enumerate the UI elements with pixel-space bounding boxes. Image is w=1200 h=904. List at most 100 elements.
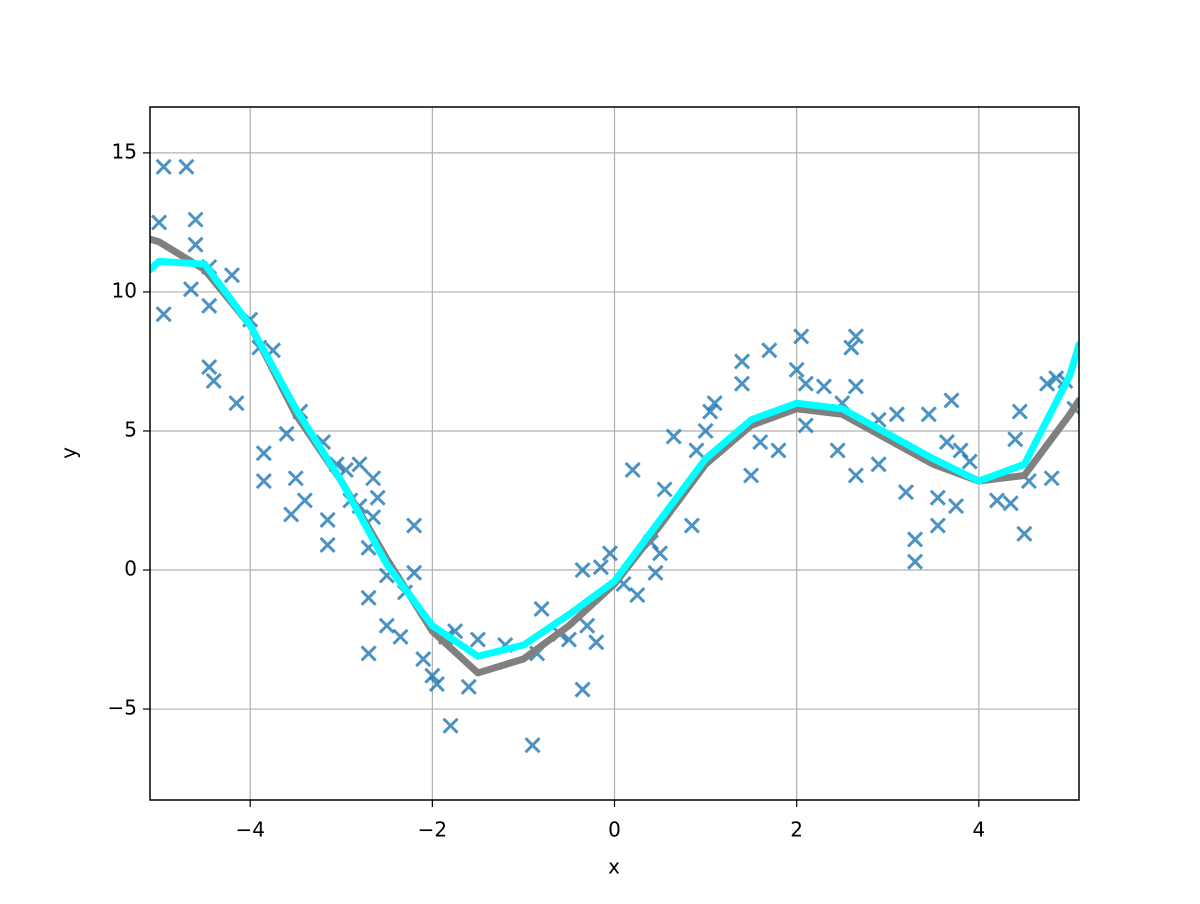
scatter-marker bbox=[697, 422, 714, 440]
scatter-marker bbox=[929, 517, 946, 534]
scatter-marker bbox=[283, 506, 300, 523]
scatter-marker bbox=[319, 536, 336, 554]
curve bbox=[150, 257, 1079, 660]
y-tick-label: −5 bbox=[108, 696, 137, 720]
x-tick-label: 0 bbox=[608, 818, 621, 842]
scatter-marker bbox=[287, 470, 304, 487]
scatter-marker bbox=[688, 442, 705, 459]
scatter-marker bbox=[788, 361, 805, 378]
scatter-marker bbox=[870, 456, 887, 473]
scatter-marker bbox=[351, 456, 368, 473]
scatter-marker bbox=[182, 281, 200, 298]
scatter-marker bbox=[793, 328, 810, 345]
x-tick-label: 4 bbox=[972, 818, 985, 842]
scatter-marker bbox=[223, 267, 241, 284]
scatter-marker bbox=[920, 406, 937, 423]
scatter-marker bbox=[847, 467, 864, 484]
scatter-marker bbox=[588, 634, 605, 651]
scatter-marker bbox=[187, 211, 204, 228]
scatter-marker bbox=[155, 158, 172, 175]
scatter-marker bbox=[278, 425, 295, 442]
scatter-marker bbox=[929, 489, 946, 506]
scatter-marker bbox=[656, 481, 673, 498]
scatter-marker bbox=[761, 342, 778, 359]
scatter-marker bbox=[574, 681, 591, 698]
scatter-marker bbox=[624, 461, 641, 478]
scatter-marker bbox=[1048, 370, 1065, 387]
scatter-marker bbox=[647, 564, 664, 581]
x-tick-label: −2 bbox=[418, 818, 447, 842]
scatter-marker bbox=[601, 545, 619, 562]
scatter-marker bbox=[706, 395, 723, 412]
y-tick-label: 10 bbox=[112, 278, 137, 302]
scatter-marker bbox=[938, 434, 955, 451]
plot-area bbox=[150, 158, 1079, 754]
scatter-marker bbox=[629, 586, 646, 604]
scatter-marker bbox=[897, 484, 915, 501]
y-tick-label: 0 bbox=[124, 557, 137, 581]
grid bbox=[150, 107, 1079, 800]
scatter-marker bbox=[406, 564, 423, 581]
scatter-marker bbox=[847, 378, 864, 395]
scatter-marker bbox=[392, 628, 409, 645]
scatter-marker bbox=[815, 378, 833, 395]
scatter-marker bbox=[988, 492, 1006, 509]
scatter-marker bbox=[743, 467, 760, 484]
scatter-marker bbox=[829, 442, 846, 459]
scatter-marker bbox=[428, 675, 445, 693]
scatter-marker bbox=[1043, 470, 1060, 487]
scatter-marker bbox=[592, 559, 609, 576]
scatter-marker bbox=[378, 617, 395, 634]
ticks: −4 −2 0 2 4 −5 0 5 10 15 bbox=[108, 139, 986, 841]
scatter-marker bbox=[201, 358, 218, 376]
scatter-marker bbox=[201, 297, 218, 314]
scatter-marker bbox=[797, 417, 814, 434]
x-tick-label: −4 bbox=[235, 818, 264, 842]
scatter-marker bbox=[319, 511, 336, 529]
x-axis-label: x bbox=[608, 855, 620, 879]
scatter-marker bbox=[1002, 495, 1019, 512]
scatter-marker bbox=[415, 650, 432, 668]
scatter-marker bbox=[1039, 375, 1056, 392]
scatter-marker bbox=[360, 589, 377, 606]
scatter-marker bbox=[255, 472, 272, 490]
scatter-marker bbox=[365, 470, 382, 487]
scatter-marker bbox=[888, 406, 905, 423]
scatter-marker bbox=[943, 392, 960, 409]
scatter-marker bbox=[460, 678, 477, 695]
scatter-marker bbox=[906, 553, 924, 570]
scatter-marker bbox=[702, 403, 719, 420]
scatter-marker bbox=[1016, 525, 1033, 542]
scatter-marker bbox=[947, 497, 965, 515]
scatter-marker bbox=[228, 395, 245, 412]
scatter-marker bbox=[442, 717, 459, 734]
scatter-marker bbox=[469, 631, 486, 648]
scatter-marker bbox=[651, 545, 669, 562]
scatter-marker bbox=[533, 600, 550, 618]
scatter-marker bbox=[1011, 403, 1028, 420]
scatter-marker bbox=[187, 236, 204, 253]
y-axis-label: y bbox=[57, 447, 81, 459]
scatter-marker bbox=[178, 158, 195, 175]
scatter-marker bbox=[752, 434, 769, 451]
x-tick-label: 2 bbox=[790, 818, 803, 842]
scatter-marker bbox=[1007, 431, 1024, 448]
scatter-marker bbox=[151, 214, 168, 231]
scatter-marker bbox=[406, 517, 423, 534]
scatter-marker bbox=[579, 617, 596, 634]
scatter-marker bbox=[560, 631, 578, 648]
scatter-marker bbox=[683, 517, 700, 534]
scatter-marker bbox=[574, 561, 591, 579]
scatter-marker bbox=[155, 306, 172, 323]
scatter-marker bbox=[847, 328, 864, 345]
scatter-marker bbox=[360, 645, 377, 662]
scatter-marker bbox=[733, 353, 751, 370]
y-tick-label: 15 bbox=[112, 139, 137, 163]
scatter-marker bbox=[665, 428, 682, 445]
scatter-marker bbox=[733, 375, 751, 392]
scatter-marker bbox=[797, 375, 814, 392]
y-tick-label: 5 bbox=[124, 417, 137, 441]
scatter-marker bbox=[255, 445, 272, 462]
